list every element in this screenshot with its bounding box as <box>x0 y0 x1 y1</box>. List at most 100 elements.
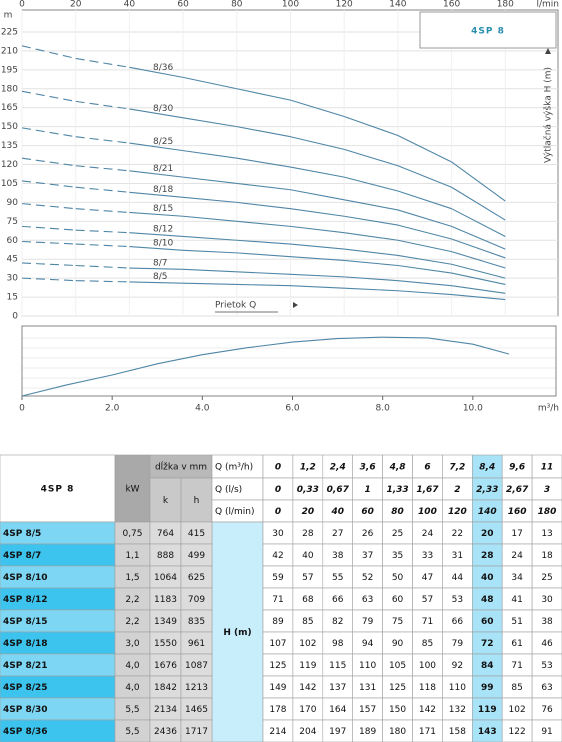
head-value: 92 <box>452 661 463 671</box>
head-value: 170 <box>299 705 316 715</box>
head-value: 38 <box>332 551 344 561</box>
head-value: 157 <box>359 705 376 715</box>
head-value: 30 <box>541 595 553 605</box>
curve-segment <box>290 189 345 201</box>
y-tick-label: 60 <box>7 236 19 246</box>
head-value: 143 <box>478 727 497 737</box>
curve-segment <box>290 243 345 250</box>
head-value: 100 <box>419 661 436 671</box>
arrow <box>545 48 551 54</box>
curve-segment <box>236 88 291 101</box>
curve-segment <box>451 186 506 221</box>
head-value: 142 <box>299 683 316 693</box>
head-value: 48 <box>481 595 494 605</box>
head-value: 28 <box>302 529 314 539</box>
head-value: 72 <box>481 639 494 649</box>
head-value: 26 <box>362 529 374 539</box>
curve-segment <box>183 268 237 273</box>
y-tick-label: 90 <box>7 198 19 208</box>
curve-segment <box>75 208 130 214</box>
y-tick-label: 180 <box>1 84 18 94</box>
model: 4SP 8/18 <box>3 639 48 649</box>
q-value: 1,33 <box>386 485 408 495</box>
curve-segment <box>397 165 452 188</box>
length-h: 835 <box>188 617 205 627</box>
head-value: 44 <box>452 573 464 583</box>
curve-segment <box>344 176 399 192</box>
head-value: 158 <box>449 727 466 737</box>
model: 4SP 8/5 <box>3 529 41 539</box>
q-value: 0,67 <box>327 485 350 495</box>
x-tick-label: 100 <box>282 0 299 10</box>
q-value: 160 <box>508 507 527 517</box>
q-value: 3,6 <box>360 463 376 473</box>
curve-segment <box>290 99 345 118</box>
curve-segment <box>397 280 452 287</box>
head-value: 60 <box>392 595 404 605</box>
k-header: k <box>163 496 169 506</box>
curve-label: 8/36 <box>153 63 173 73</box>
y-tick-label: 45 <box>7 255 18 265</box>
curve-label: 8/7 <box>153 258 167 268</box>
curve-segment <box>290 208 345 217</box>
curve-segment <box>236 157 291 168</box>
head-value: 47 <box>422 573 433 583</box>
y-tick-label: 225 <box>1 27 18 37</box>
model: 4SP 8/10 <box>3 573 48 583</box>
head-value: 59 <box>272 573 284 583</box>
head-value: 85 <box>511 683 522 693</box>
curve-segment <box>236 252 291 258</box>
curve-segment <box>397 190 452 210</box>
head-value: 91 <box>541 727 552 737</box>
q-value: 1,67 <box>416 485 439 495</box>
q-value: 9,6 <box>509 463 525 473</box>
plot-frame <box>21 325 557 397</box>
head-value: 22 <box>452 529 463 539</box>
kw: 5,5 <box>125 727 139 737</box>
curve-label: 8/5 <box>153 272 167 282</box>
curve-segment <box>183 282 237 285</box>
curve-label: 8/25 <box>153 137 173 147</box>
curve-segment <box>290 273 345 278</box>
head-value: 53 <box>452 595 463 605</box>
y-tick-label: 135 <box>1 141 18 151</box>
curve-segment <box>182 76 237 90</box>
head-value: 51 <box>511 617 522 627</box>
y-tick-label: 30 <box>7 274 19 284</box>
head-value: 105 <box>389 661 406 671</box>
model: 4SP 8/7 <box>3 551 41 561</box>
head-value: 37 <box>362 551 373 561</box>
curve-segment <box>344 148 399 167</box>
head-value: 31 <box>452 551 463 561</box>
x-tick-label: 8.0 <box>376 404 391 414</box>
kw: 2,2 <box>125 595 139 605</box>
curve-segment <box>129 281 184 284</box>
x-tick-label: 6.0 <box>285 404 300 414</box>
head-value: 71 <box>272 595 283 605</box>
head-value: 33 <box>422 551 433 561</box>
curve-segment <box>451 161 506 202</box>
x-tick-label: 80 <box>231 0 243 10</box>
head-value: 34 <box>511 573 523 583</box>
kw: 4,0 <box>125 683 140 693</box>
kw: 3,0 <box>125 639 140 649</box>
curve-segment <box>75 280 130 283</box>
curve-segment <box>397 239 452 253</box>
x-tick-label: 10.0 <box>463 404 483 414</box>
model: 4SP 8/25 <box>3 683 48 693</box>
table-cell <box>211 521 264 742</box>
q-label: Q (l/min) <box>215 507 254 517</box>
curve-label: 8/21 <box>153 164 173 174</box>
head-value: 53 <box>541 661 552 671</box>
head-value: 79 <box>362 617 374 627</box>
head-value: 24 <box>422 529 434 539</box>
y-tick-label: 165 <box>1 103 18 113</box>
x-tick-label: 60 <box>177 0 189 10</box>
curve-segment <box>21 225 76 231</box>
curve-label: 8/10 <box>153 238 173 248</box>
head-value: 150 <box>389 705 406 715</box>
head-value: 131 <box>359 683 376 693</box>
x-axis-title: Prietok Q <box>215 301 256 311</box>
head-value: 99 <box>481 683 494 693</box>
x-tick-label: 0 <box>19 0 25 10</box>
